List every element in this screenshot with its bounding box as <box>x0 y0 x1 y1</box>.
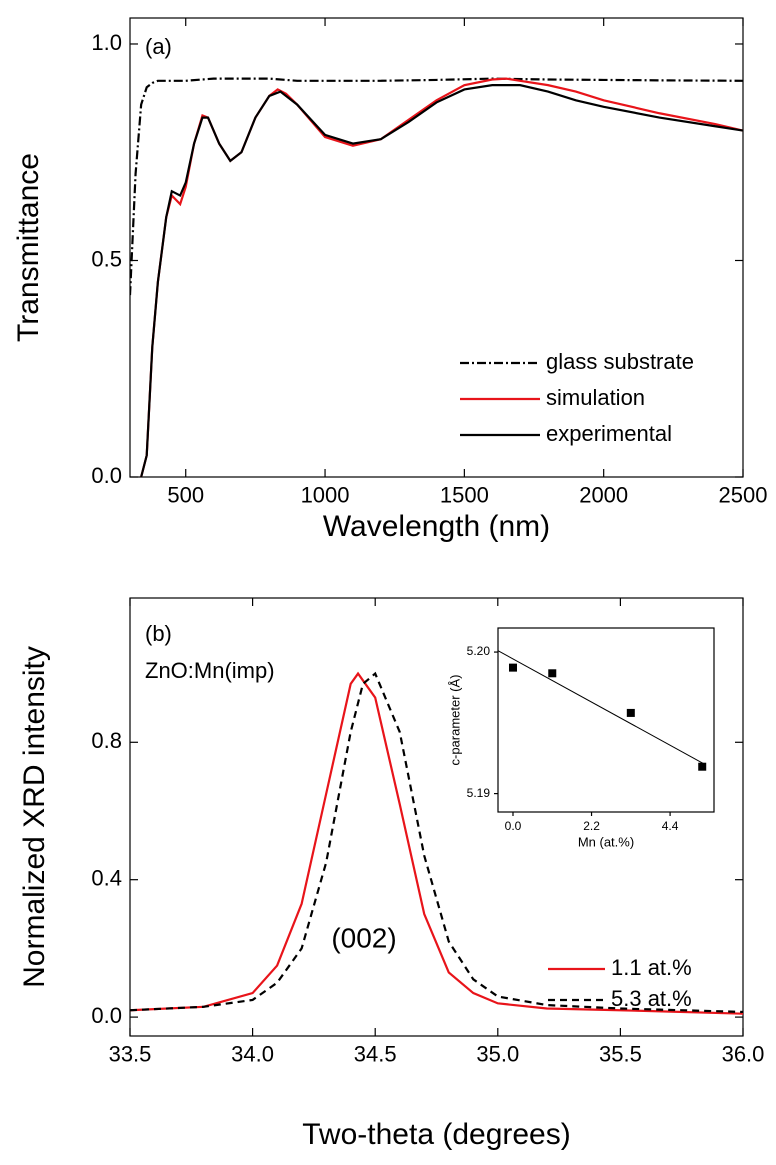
annotation: (b) <box>145 621 172 646</box>
y-tick-label: 0.0 <box>91 463 122 488</box>
y-tick-label: 1.0 <box>91 30 122 55</box>
fit-line <box>498 650 705 765</box>
series-line <box>130 77 743 296</box>
plot-frame <box>129 597 744 1037</box>
series-line <box>140 84 743 477</box>
point <box>626 708 635 717</box>
y-tick-label: 0.8 <box>91 728 122 753</box>
y-axis-title: Transmittance <box>12 153 45 342</box>
x-tick-label: 36.0 <box>722 1042 765 1067</box>
x-tick-label: 34.0 <box>231 1042 274 1067</box>
x-tick-label: 1500 <box>440 483 489 508</box>
legend-label: 5.3 at.% <box>611 986 692 1011</box>
y-tick-label: 5.19 <box>467 786 491 800</box>
y-tick-label: 5.20 <box>467 644 491 658</box>
x-axis-title: Two-theta (degrees) <box>302 1118 570 1151</box>
x-tick-label: 35.0 <box>476 1042 519 1067</box>
y-tick-label: 0.0 <box>91 1003 122 1028</box>
legend-label: 1.1 at.% <box>611 955 692 980</box>
legend-label: glass substrate <box>546 349 694 374</box>
x-tick-label: 500 <box>167 483 204 508</box>
legend-label: experimental <box>546 421 672 446</box>
y-tick-label: 0.5 <box>91 246 122 271</box>
y-axis-title: c-parameter (Å) <box>447 674 462 765</box>
x-axis-title: Mn (at.%) <box>578 834 634 849</box>
point <box>508 663 517 672</box>
x-tick-label: 1000 <box>301 483 350 508</box>
y-axis-title: Normalized XRD intensity <box>18 646 51 988</box>
x-tick-label: 33.5 <box>109 1042 152 1067</box>
x-tick-label: 2500 <box>719 483 768 508</box>
point <box>548 669 557 678</box>
x-tick-label: 0.0 <box>505 819 522 833</box>
x-tick-label: 2000 <box>579 483 628 508</box>
series-line <box>130 671 743 1015</box>
plot-frame <box>497 627 715 813</box>
series-line <box>130 671 743 1014</box>
series-line <box>140 77 743 477</box>
plot-frame <box>129 17 744 478</box>
y-tick-label: 0.4 <box>91 866 122 891</box>
annotation: (a) <box>145 34 172 59</box>
annotation: (002) <box>331 922 396 953</box>
annotation: ZnO:Mn(imp) <box>145 658 275 683</box>
legend-label: simulation <box>546 385 645 410</box>
x-tick-label: 4.4 <box>662 819 679 833</box>
x-tick-label: 35.5 <box>599 1042 642 1067</box>
x-tick-label: 34.5 <box>354 1042 397 1067</box>
x-tick-label: 2.2 <box>583 819 600 833</box>
x-axis-title: Wavelength (nm) <box>323 510 550 543</box>
point <box>698 762 707 771</box>
